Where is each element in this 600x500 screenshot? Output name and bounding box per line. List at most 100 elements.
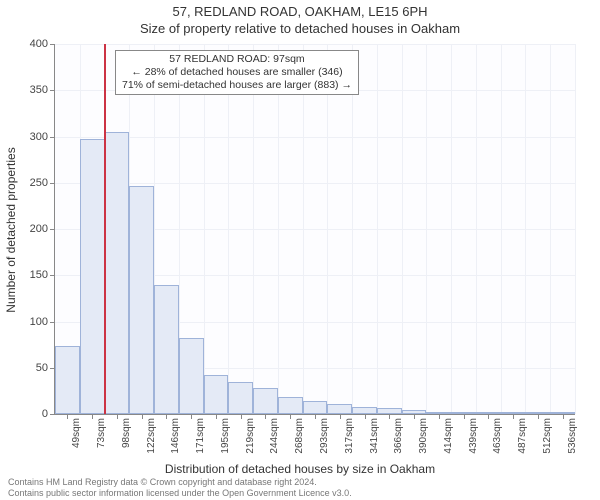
gridline-v <box>501 44 502 414</box>
gridline-v <box>525 44 526 414</box>
histogram-bar <box>204 375 229 414</box>
xtick-label: 146sqm <box>170 418 181 454</box>
xtick-mark <box>166 414 167 419</box>
ytick-label: 50 <box>0 362 48 374</box>
xtick-mark <box>365 414 366 419</box>
gridline-v <box>352 44 353 414</box>
ytick-label: 300 <box>0 131 48 143</box>
ytick-mark <box>50 322 55 323</box>
ytick-label: 0 <box>0 408 48 420</box>
title-subtitle: Size of property relative to detached ho… <box>0 19 600 36</box>
gridline-v <box>402 44 403 414</box>
xtick-label: 439sqm <box>468 418 479 454</box>
histogram-bar <box>105 132 130 414</box>
xtick-label: 122sqm <box>146 418 157 454</box>
annotation-line1: 57 REDLAND ROAD: 97sqm <box>122 53 352 66</box>
gridline-v <box>228 44 229 414</box>
ytick-mark <box>50 44 55 45</box>
gridline-v <box>303 44 304 414</box>
xtick-label: 390sqm <box>418 418 429 454</box>
gridline-h <box>55 137 575 138</box>
title-address: 57, REDLAND ROAD, OAKHAM, LE15 6PH <box>0 0 600 19</box>
ytick-mark <box>50 229 55 230</box>
gridline-h <box>55 44 575 45</box>
xtick-mark <box>67 414 68 419</box>
xtick-mark <box>142 414 143 419</box>
histogram-bar <box>228 382 253 414</box>
xtick-mark <box>464 414 465 419</box>
property-marker-line <box>104 44 106 414</box>
xtick-mark <box>216 414 217 419</box>
xtick-mark <box>538 414 539 419</box>
xtick-mark <box>191 414 192 419</box>
xtick-mark <box>488 414 489 419</box>
footer-attribution: Contains HM Land Registry data © Crown c… <box>8 477 352 498</box>
gridline-v <box>377 44 378 414</box>
ytick-label: 250 <box>0 177 48 189</box>
gridline-h <box>55 183 575 184</box>
gridline-v <box>253 44 254 414</box>
histogram-bar <box>278 397 303 414</box>
histogram-chart: 49sqm73sqm98sqm122sqm146sqm171sqm195sqm2… <box>54 44 575 415</box>
xtick-label: 98sqm <box>121 418 132 448</box>
xtick-mark <box>513 414 514 419</box>
xtick-label: 73sqm <box>96 418 107 448</box>
xtick-mark <box>389 414 390 419</box>
x-axis-label: Distribution of detached houses by size … <box>0 462 600 476</box>
histogram-bar <box>303 401 328 414</box>
histogram-bar <box>154 285 179 415</box>
xtick-mark <box>439 414 440 419</box>
xtick-mark <box>92 414 93 419</box>
histogram-bar <box>327 404 352 414</box>
gridline-v <box>550 44 551 414</box>
annotation-box: 57 REDLAND ROAD: 97sqm ← 28% of detached… <box>115 50 359 95</box>
gridline-v <box>278 44 279 414</box>
xtick-mark <box>340 414 341 419</box>
xtick-mark <box>414 414 415 419</box>
ytick-mark <box>50 137 55 138</box>
xtick-mark <box>315 414 316 419</box>
xtick-label: 512sqm <box>542 418 553 454</box>
histogram-bar <box>179 338 204 414</box>
histogram-bar <box>55 346 80 414</box>
xtick-label: 536sqm <box>567 418 578 454</box>
gridline-v <box>426 44 427 414</box>
xtick-mark <box>241 414 242 419</box>
xtick-label: 49sqm <box>71 418 82 448</box>
xtick-label: 244sqm <box>269 418 280 454</box>
ytick-mark <box>50 275 55 276</box>
xtick-label: 487sqm <box>517 418 528 454</box>
xtick-label: 293sqm <box>319 418 330 454</box>
xtick-mark <box>265 414 266 419</box>
footer-line2: Contains public sector information licen… <box>8 488 352 498</box>
xtick-label: 414sqm <box>443 418 454 454</box>
histogram-bar <box>129 186 154 414</box>
gridline-v <box>476 44 477 414</box>
ytick-label: 200 <box>0 223 48 235</box>
xtick-label: 171sqm <box>195 418 206 454</box>
xtick-label: 268sqm <box>294 418 305 454</box>
xtick-label: 463sqm <box>492 418 503 454</box>
xtick-label: 195sqm <box>220 418 231 454</box>
annotation-line2: ← 28% of detached houses are smaller (34… <box>122 66 352 79</box>
xtick-label: 341sqm <box>369 418 380 454</box>
histogram-bar <box>253 388 278 414</box>
ytick-label: 400 <box>0 38 48 50</box>
xtick-mark <box>563 414 564 419</box>
xtick-mark <box>290 414 291 419</box>
ytick-label: 350 <box>0 84 48 96</box>
ytick-mark <box>50 414 55 415</box>
xtick-label: 366sqm <box>393 418 404 454</box>
ytick-mark <box>50 183 55 184</box>
gridline-v <box>327 44 328 414</box>
xtick-label: 317sqm <box>344 418 355 454</box>
ytick-label: 100 <box>0 316 48 328</box>
ytick-label: 150 <box>0 269 48 281</box>
footer-line1: Contains HM Land Registry data © Crown c… <box>8 477 352 487</box>
annotation-line3: 71% of semi-detached houses are larger (… <box>122 79 352 92</box>
gridline-v <box>204 44 205 414</box>
xtick-mark <box>117 414 118 419</box>
gridline-v <box>575 44 576 414</box>
histogram-bar <box>352 407 377 414</box>
gridline-v <box>451 44 452 414</box>
